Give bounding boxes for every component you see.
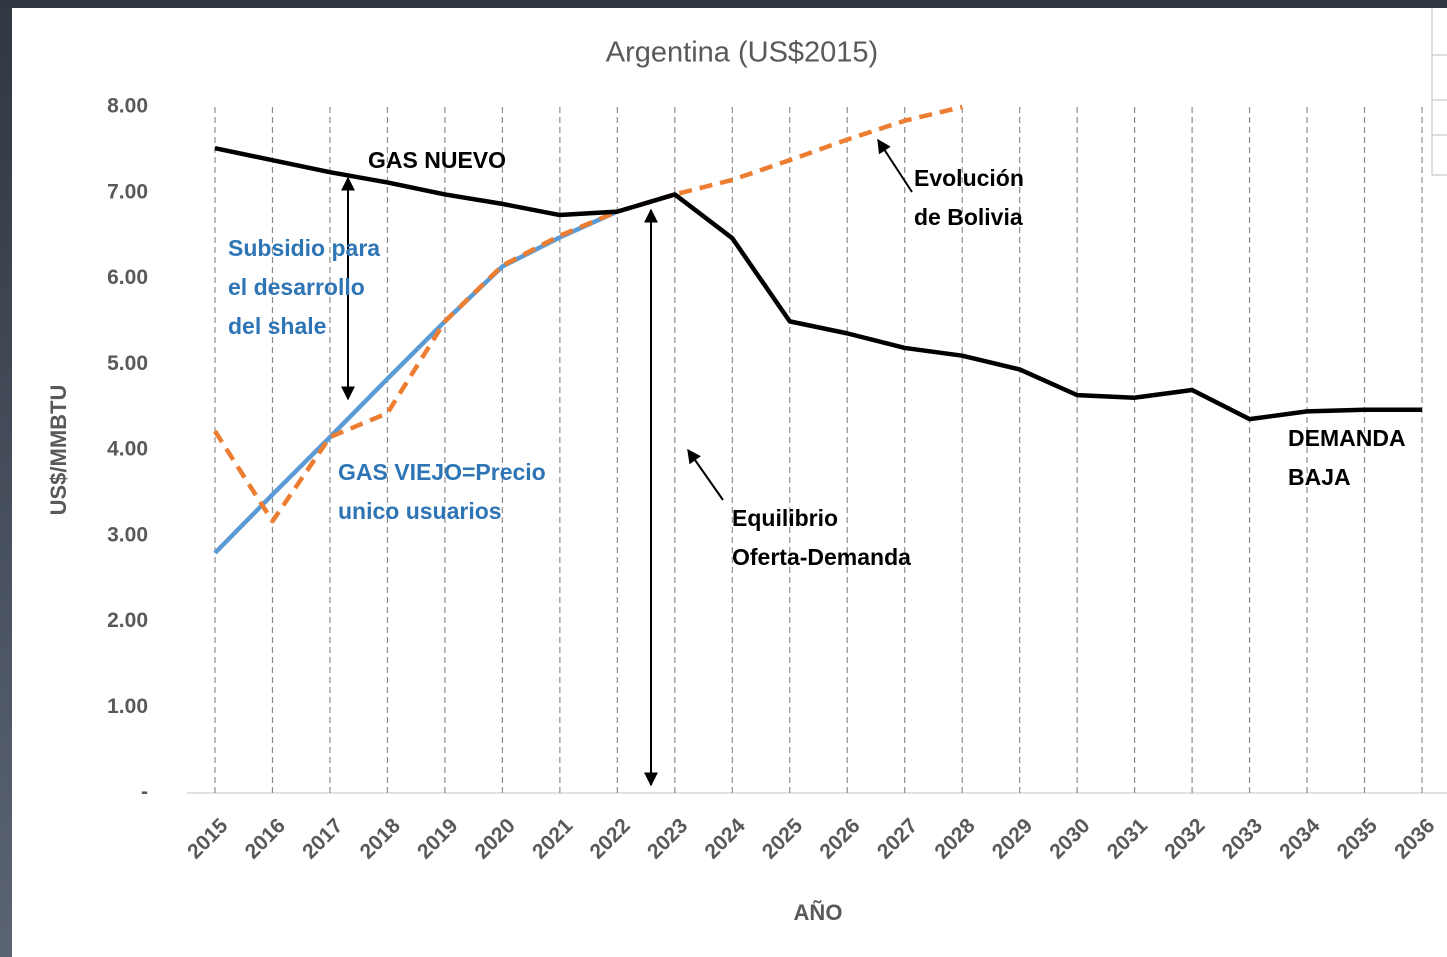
y-tick-label: 2.00 (107, 609, 148, 632)
annotations: GAS NUEVO Subsidio para el desarrollo del s… (228, 147, 1406, 570)
x-tick-label: 2022 (585, 814, 634, 863)
x-tick-label: 2016 (241, 814, 290, 863)
x-tick-label: 2031 (1103, 814, 1153, 864)
window-frame-top (0, 0, 1447, 8)
annotation: el desarrollo (228, 274, 365, 300)
annotation: Evolución (914, 165, 1024, 191)
annotation: GAS NUEVO (368, 147, 506, 173)
x-tick-label: 2028 (930, 814, 980, 864)
x-tick-label: 2017 (298, 814, 347, 863)
y-tick-label: - (141, 781, 148, 804)
annotation: unico usuarios (338, 498, 502, 524)
series-line (214, 145, 1422, 422)
annotation: DEMANDA (1288, 425, 1406, 451)
annotation: Subsidio para (228, 235, 380, 261)
x-tick-label: 2023 (643, 814, 692, 863)
x-tick-label: 2020 (471, 814, 520, 863)
x-tick-label: 2021 (528, 814, 578, 864)
x-tick-label: 2035 (1333, 814, 1383, 864)
annotation: GAS VIEJO=Precio (338, 459, 546, 485)
table-fragment (1431, 8, 1447, 176)
x-axis-label: AÑO (794, 900, 843, 925)
x-tick-label: 2024 (700, 814, 750, 864)
x-tick-label: 2030 (1045, 814, 1094, 863)
y-tick-label: 6.00 (107, 266, 148, 289)
x-tick-label: 2032 (1160, 814, 1209, 863)
y-tick-label: 1.00 (107, 695, 148, 718)
plot (213, 104, 1422, 555)
x-tick-label: 2026 (815, 814, 864, 863)
y-axis-label: US$/MMBTU (46, 385, 71, 516)
x-tick-label: 2033 (1218, 814, 1267, 863)
window-frame-left (0, 0, 12, 957)
x-tick-label: 2018 (356, 814, 406, 864)
chart-title: Argentina (US$2015) (606, 37, 878, 69)
series-line (213, 104, 963, 524)
x-tick-label: 2029 (988, 814, 1037, 863)
y-tick-label: 7.00 (107, 180, 148, 203)
x-tick-label: 2034 (1275, 814, 1325, 864)
x-tick-label: 2015 (183, 814, 233, 864)
arrows (341, 138, 913, 787)
x-tick-label: 2025 (758, 814, 808, 864)
y-tick-label: 4.00 (107, 438, 148, 461)
x-tick-label: 2036 (1390, 814, 1439, 863)
annotation: de Bolivia (914, 204, 1023, 230)
x-tick-label: 2019 (413, 814, 462, 863)
y-tick-label: 3.00 (107, 523, 148, 546)
annotation: del shale (228, 313, 326, 339)
x-tick-label: 2027 (873, 814, 922, 863)
y-tick-label: 5.00 (107, 352, 148, 375)
y-tick-label: 8.00 (107, 95, 148, 118)
annotation: Equilibrio (732, 505, 838, 531)
annotation: BAJA (1288, 464, 1351, 490)
annotation: Oferta-Demanda (732, 544, 911, 570)
